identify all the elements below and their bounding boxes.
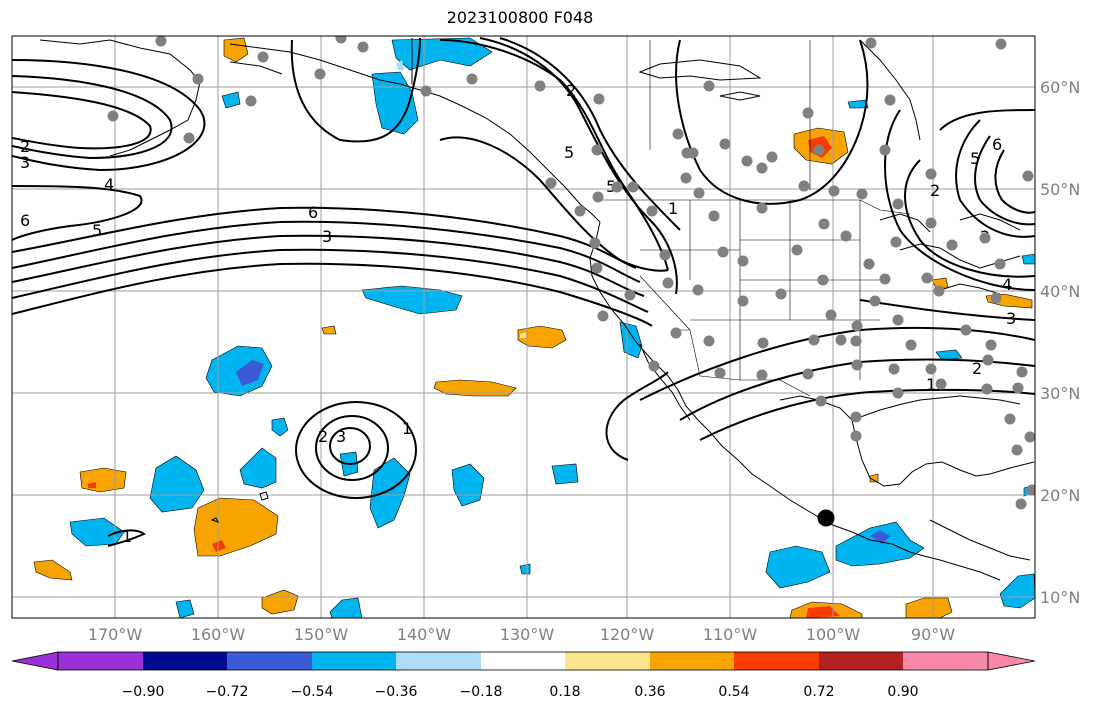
colorbar-swatch: [312, 652, 396, 670]
colorbar-swatch: [227, 652, 312, 670]
contour-label: 4: [104, 175, 114, 194]
map-frame: [11, 35, 1036, 619]
coastlines: [39, 38, 1035, 581]
contour-label: 1: [668, 199, 678, 218]
longitude-label: 130°W: [500, 625, 555, 644]
colorbar-tick-label: −0.90: [122, 684, 165, 700]
longitude-label: 120°W: [600, 625, 655, 644]
colorbar-tick-label: 0.72: [803, 684, 834, 700]
longitude-axis: 170°W 160°W 150°W 140°W 130°W 120°W 110°…: [88, 625, 955, 644]
contour-label: 3: [322, 227, 332, 246]
contour-lines: [12, 37, 1035, 547]
longitude-label: 100°W: [806, 625, 861, 644]
shaded-fields: [33, 37, 1035, 618]
latitude-label: 60°N: [1040, 78, 1080, 97]
latitude-label: 20°N: [1040, 486, 1080, 505]
contour-label: 1: [122, 527, 132, 546]
contour-label: 6: [308, 203, 318, 222]
contour-label: 2: [566, 81, 576, 100]
contour-label: 2: [972, 359, 982, 378]
colorbar-swatch: [650, 652, 734, 670]
longitude-label: 140°W: [397, 625, 452, 644]
contour-label: 3: [20, 153, 30, 172]
latitude-label: 50°N: [1040, 180, 1080, 199]
colorbar-max-extend: [987, 651, 1036, 671]
colorbar-swatch: [481, 652, 565, 670]
colorbar: −0.90 −0.72 −0.54 −0.36 −0.18 0.18 0.36 …: [11, 651, 1036, 700]
colorbar-tick-label: 0.54: [718, 684, 749, 700]
colorbar-swatch: [143, 652, 227, 670]
latitude-label: 40°N: [1040, 282, 1080, 301]
contour-label: 5: [564, 143, 574, 162]
contour-label: 5: [970, 149, 980, 168]
colorbar-swatch: [396, 652, 481, 670]
colorbar-swatch: [565, 652, 650, 670]
colorbar-swatch: [734, 652, 819, 670]
colorbar-tick-label: −0.72: [206, 684, 249, 700]
colorbar-min-extend: [11, 651, 59, 671]
contour-label: 2: [930, 181, 940, 200]
colorbar-tick-label: −0.54: [291, 684, 334, 700]
longitude-label: 170°W: [88, 625, 143, 644]
contour-label: 6: [20, 211, 30, 230]
colorbar-tick-label: 0.18: [549, 684, 580, 700]
colorbar-swatch: [903, 652, 988, 670]
longitude-label: 90°W: [911, 625, 955, 644]
latitude-label: 30°N: [1040, 384, 1080, 403]
contour-label: 5: [92, 221, 102, 240]
contour-label: 5: [606, 177, 616, 196]
contour-label: 1: [926, 375, 936, 394]
contour-label: 2: [318, 427, 328, 446]
latitude-axis: 60°N 50°N 40°N 30°N 20°N 10°N: [1040, 78, 1080, 607]
station-dots: [107, 36, 1035, 510]
contour-label: 1: [402, 419, 412, 438]
longitude-label: 110°W: [703, 625, 758, 644]
colorbar-tick-label: 0.90: [887, 684, 918, 700]
latitude-label: 10°N: [1040, 588, 1080, 607]
colorbar-tick-label: 0.36: [634, 684, 665, 700]
contour-label: 4: [1002, 275, 1012, 294]
colorbar-tick-label: −0.18: [460, 684, 503, 700]
contour-label: 6: [992, 135, 1002, 154]
highlight-marker: [817, 509, 835, 527]
longitude-label: 150°W: [294, 625, 349, 644]
contour-label: 3: [1006, 309, 1016, 328]
map-area: 2 3 4 5 6 6 5 3 2 5 1 2 3 1 1 2 5 6 4 3 …: [12, 36, 1035, 618]
map-title: 2023100800 F048: [446, 8, 594, 27]
colorbar-swatch: [819, 652, 903, 670]
contour-label: 2: [20, 137, 30, 156]
contour-label: 3: [336, 427, 346, 446]
longitude-label: 160°W: [191, 625, 246, 644]
colorbar-swatch: [58, 652, 143, 670]
colorbar-tick-label: −0.36: [375, 684, 418, 700]
